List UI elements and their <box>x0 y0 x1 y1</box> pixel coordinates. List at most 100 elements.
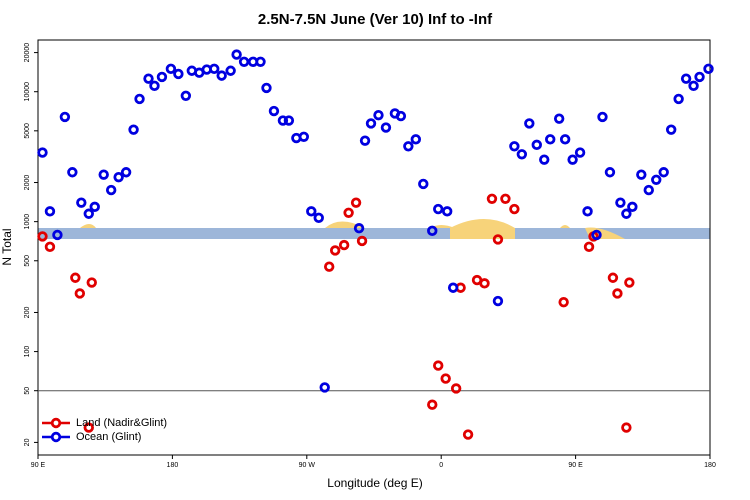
data-point <box>418 178 429 190</box>
data-point <box>173 68 184 80</box>
ocean-strip <box>38 228 710 239</box>
data-point <box>180 90 192 102</box>
y-tick-label: 500 <box>24 255 31 267</box>
data-point <box>410 134 422 145</box>
data-point <box>86 277 97 288</box>
data-point <box>694 71 705 83</box>
x-tick-label: 0 <box>439 462 443 469</box>
data-point <box>500 193 511 204</box>
data-point <box>338 239 350 251</box>
data-point <box>67 167 78 178</box>
data-point <box>231 49 242 60</box>
y-tick-label: 2000 <box>24 175 31 191</box>
data-point <box>261 82 272 94</box>
data-point <box>59 111 71 123</box>
legend-marker <box>50 431 62 443</box>
y-tick-label: 100 <box>24 346 31 358</box>
data-point <box>149 80 160 92</box>
data-point <box>607 272 619 283</box>
y-tick-label: 200 <box>24 307 31 319</box>
data-point <box>673 93 684 105</box>
data-point <box>492 234 504 245</box>
data-point <box>574 147 586 158</box>
data-point <box>621 422 632 433</box>
data-point <box>283 115 295 126</box>
data-point <box>658 167 669 178</box>
data-point <box>440 373 451 384</box>
data-point <box>255 56 266 67</box>
y-tick-label: 5000 <box>24 123 31 139</box>
x-axis-label: Longitude (deg E) <box>327 476 422 490</box>
data-point <box>447 282 459 293</box>
data-point <box>380 122 392 133</box>
data-point <box>52 229 63 241</box>
data-point <box>395 110 407 122</box>
legend-marker <box>50 417 62 429</box>
data-point <box>582 206 593 217</box>
data-point <box>319 382 330 393</box>
data-point <box>516 149 528 160</box>
data-point <box>225 65 236 76</box>
data-point <box>105 184 117 196</box>
data-point <box>553 113 565 124</box>
data-point <box>615 197 626 208</box>
data-point <box>462 429 474 440</box>
plot-frame <box>37 39 711 456</box>
data-point <box>427 399 438 410</box>
data-point <box>44 241 56 253</box>
data-point <box>134 93 145 105</box>
data-point <box>165 63 177 75</box>
data-point <box>83 208 94 219</box>
data-point <box>98 169 109 180</box>
data-point <box>524 118 535 129</box>
data-point <box>591 229 602 241</box>
data-point <box>680 73 692 84</box>
data-point <box>37 231 48 242</box>
data-point <box>665 124 677 135</box>
data-point <box>492 295 504 307</box>
data-point <box>353 223 365 234</box>
data-point <box>433 203 444 215</box>
data-point <box>624 277 635 288</box>
data-point <box>509 203 520 215</box>
data-point <box>486 193 498 204</box>
data-point <box>277 115 289 126</box>
data-point <box>539 154 550 165</box>
data-point <box>113 171 124 183</box>
data-point <box>558 296 569 308</box>
data-point <box>441 206 453 217</box>
data-point <box>583 241 595 253</box>
data-point <box>306 206 317 217</box>
data-point <box>143 73 154 84</box>
data-point <box>350 197 362 208</box>
data-point <box>427 225 438 237</box>
y-tick-label: 20000 <box>24 43 31 63</box>
data-point <box>128 124 139 135</box>
y-tick-label: 1000 <box>24 214 31 230</box>
data-point <box>329 245 341 256</box>
data-point <box>621 208 632 219</box>
data-point <box>313 212 324 224</box>
x-tick-label: 90 E <box>31 462 46 469</box>
data-point <box>651 174 662 185</box>
data-point <box>479 278 490 289</box>
data-point <box>597 111 608 123</box>
data-point <box>703 63 714 75</box>
data-point <box>76 197 87 208</box>
chart-title: 2.5N-7.5N June (Ver 10) Inf to -Inf <box>258 11 493 28</box>
data-point <box>373 109 384 121</box>
data-point <box>343 207 354 218</box>
y-tick-label: 20 <box>24 438 31 446</box>
data-point <box>70 272 81 283</box>
data-point <box>268 105 280 117</box>
data-point <box>37 147 48 158</box>
land-strip <box>80 219 625 239</box>
data-point <box>545 134 556 145</box>
data-point <box>83 422 94 433</box>
data-point <box>636 169 647 180</box>
data-point <box>216 70 227 81</box>
data-point <box>44 206 56 217</box>
data-point <box>120 167 132 178</box>
